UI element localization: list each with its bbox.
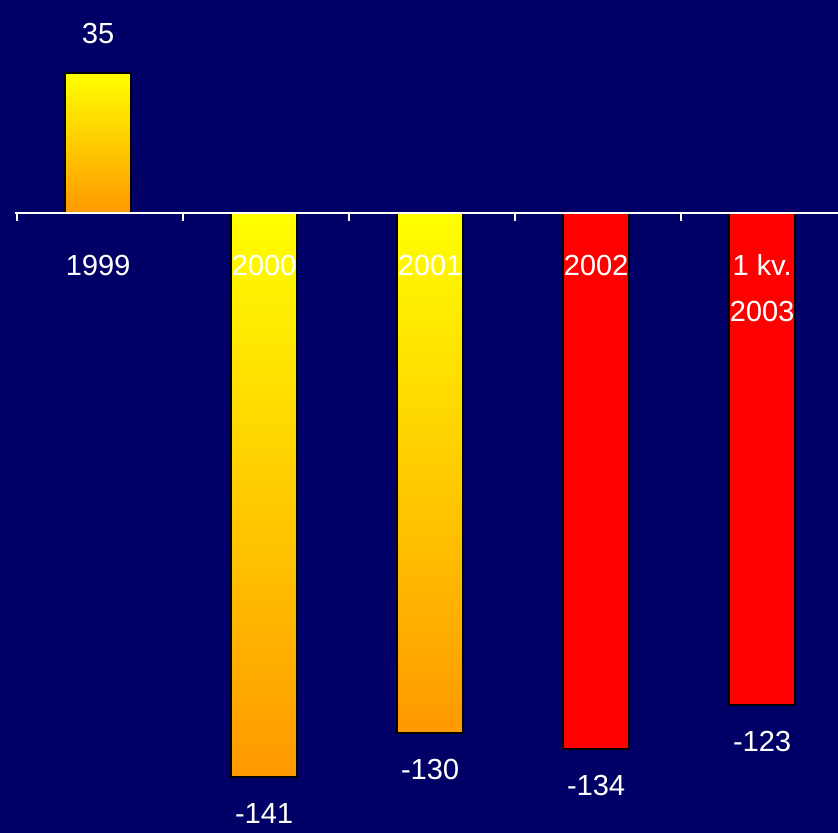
category-label-1-0: 2000	[232, 250, 297, 282]
bar-1	[230, 212, 298, 778]
value-label-1: -141	[235, 798, 293, 830]
value-label-3: -134	[567, 770, 625, 802]
bars-group	[64, 72, 796, 778]
bar-4	[728, 212, 796, 706]
category-label-4-0: 1 kv.	[732, 250, 791, 282]
x-axis	[15, 212, 838, 221]
category-label-3-0: 2002	[564, 250, 629, 282]
bar-3	[562, 212, 630, 750]
bar-2	[396, 212, 464, 734]
value-label-2: -130	[401, 754, 459, 786]
bar-0	[64, 72, 132, 214]
category-label-0-0: 1999	[66, 250, 131, 282]
category-label-2-0: 2001	[398, 250, 463, 282]
value-label-4: -123	[733, 726, 791, 758]
category-label-4-1: 2003	[730, 296, 795, 328]
value-label-0: 35	[82, 18, 114, 50]
labels-group: 35 1999 -141 2000 -130 2001 -134 2002 -123 1 kv. 2…	[66, 18, 795, 830]
